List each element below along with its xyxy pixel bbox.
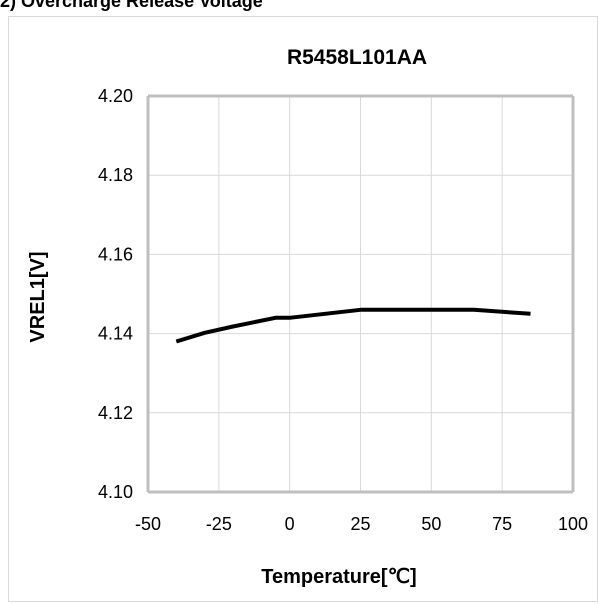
y-tick-label: 4.16: [98, 244, 133, 264]
y-tick-label: 4.10: [98, 482, 133, 502]
y-tick-label: 4.14: [98, 324, 133, 344]
y-axis-title: VREL1[V]: [27, 251, 49, 342]
x-tick-label: 75: [492, 514, 512, 534]
tick-layer: -50 -25 0 25 50 75 100 4.10 4.12 4.14 4.16 4.18 4.20: [98, 86, 588, 534]
x-axis-title: Temperature[℃]: [261, 566, 416, 588]
section-heading: 2) Overcharge Release Voltage: [0, 0, 263, 11]
x-tick-label: -25: [206, 514, 232, 534]
series-layer: [175, 307, 531, 344]
chart-title: R5458L101AA: [287, 46, 427, 69]
y-tick-label: 4.18: [98, 165, 133, 185]
chart-frame: [8, 16, 598, 602]
axis-layer: [146, 94, 575, 494]
series-line: [175, 307, 531, 344]
x-tick-label: 0: [285, 514, 295, 534]
x-tick-label: 25: [350, 514, 370, 534]
x-tick-label: 100: [558, 514, 588, 534]
x-tick-label: 50: [421, 514, 441, 534]
y-tick-label: 4.12: [98, 403, 133, 423]
y-tick-label: 4.20: [98, 86, 133, 106]
grid-layer: [148, 95, 574, 492]
x-tick-label: -50: [135, 514, 161, 534]
